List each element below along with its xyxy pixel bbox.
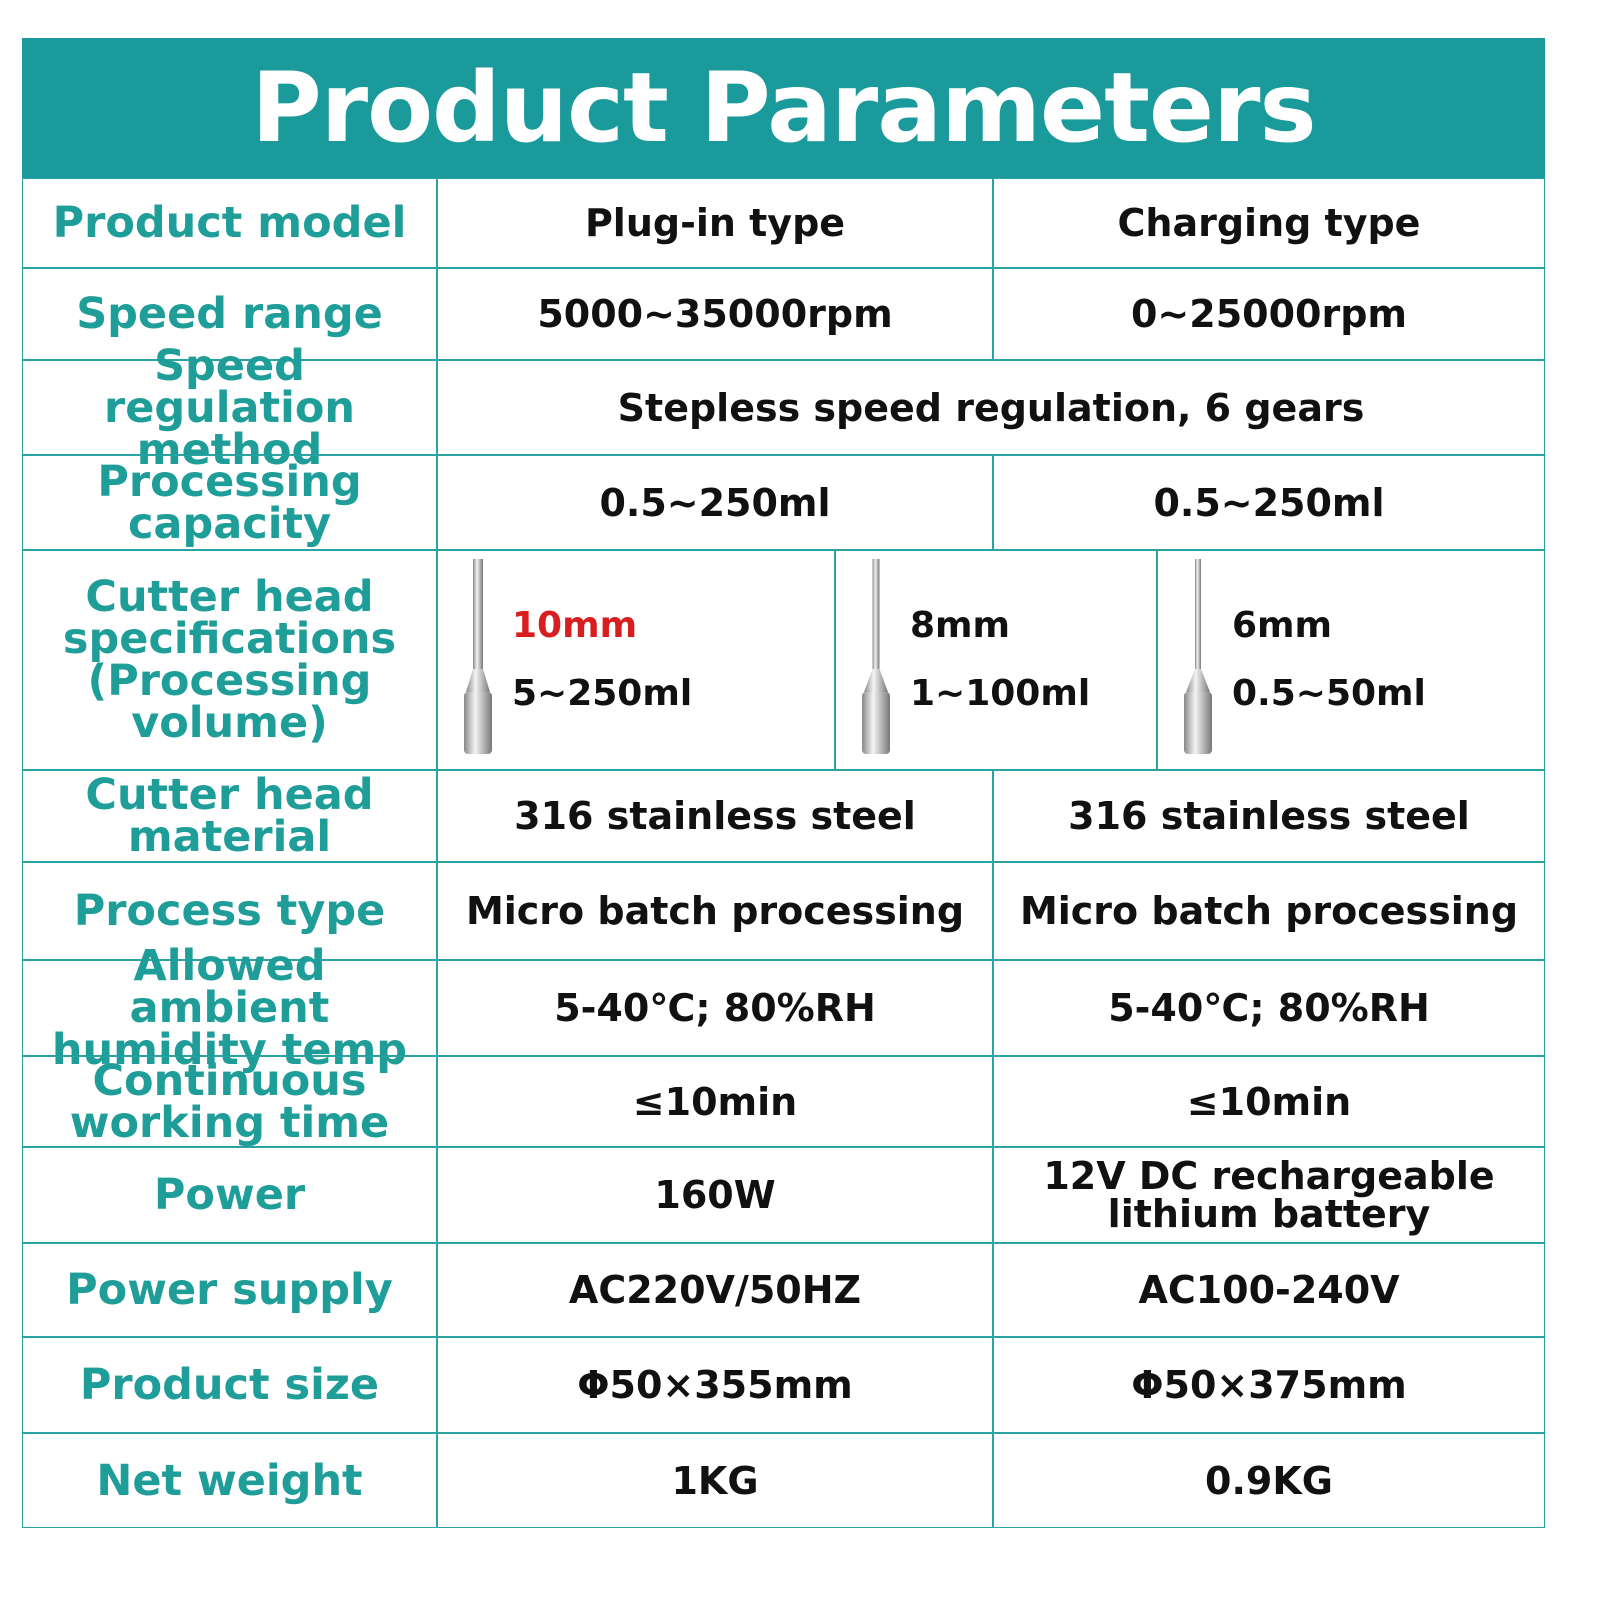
row-value: AC100-240V — [993, 1243, 1545, 1337]
row-label: Speed regulation method — [22, 344, 437, 471]
cutter-head-cell: 8mm 1~100ml — [835, 550, 1157, 770]
cutter-head-cell: 10mm 5~250ml — [437, 550, 835, 770]
head-text: 6mm 0.5~50ml — [1232, 607, 1426, 713]
probe — [1178, 557, 1218, 763]
head-size: 8mm — [910, 605, 1011, 646]
row-value: 0.5~250ml — [993, 455, 1545, 550]
row-value: 0~25000rpm — [993, 268, 1545, 360]
row-value: 0.5~250ml — [437, 455, 993, 550]
row-value: 5-40℃; 80%RH — [993, 960, 1545, 1056]
row-value: 316 stainless steel — [993, 770, 1545, 862]
row-value: Plug-in type — [437, 178, 993, 268]
head-volume: 1~100ml — [910, 673, 1091, 714]
probe-icon — [862, 559, 890, 754]
row-value: 160W — [437, 1147, 993, 1243]
title: Product Parameters — [22, 38, 1545, 178]
probe-icon — [464, 559, 492, 754]
row-value: Charging type — [993, 178, 1545, 268]
row-label: Product model — [22, 178, 437, 268]
row-value: AC220V/50HZ — [437, 1243, 993, 1337]
row-label: Cutter head material — [22, 770, 437, 862]
probe — [856, 557, 896, 763]
row-label: Product size — [22, 1337, 437, 1433]
row-label: Processing capacity — [22, 455, 437, 550]
row-label: Continuous working time — [22, 1056, 437, 1147]
row-label: Net weight — [22, 1433, 437, 1528]
row-label: Speed range — [22, 268, 437, 360]
row-value: 316 stainless steel — [437, 770, 993, 862]
head-size: 6mm — [1232, 605, 1333, 646]
row-label: Process type — [22, 862, 437, 960]
row-value: Micro batch processing — [993, 862, 1545, 960]
row-value: Φ50×375mm — [993, 1337, 1545, 1433]
row-label: Power supply — [22, 1243, 437, 1337]
row-label: Power — [22, 1147, 437, 1243]
row-value: 1KG — [437, 1433, 993, 1528]
row-value: ≤10min — [437, 1056, 993, 1147]
row-value: 12V DC rechargeable lithium battery — [993, 1147, 1545, 1243]
head-volume: 0.5~50ml — [1232, 673, 1426, 714]
row-value: 5-40℃; 80%RH — [437, 960, 993, 1056]
head-volume: 5~250ml — [512, 673, 693, 714]
row-label: Allowed ambient humidity temp — [22, 945, 437, 1072]
cutter-head-cell: 6mm 0.5~50ml — [1157, 550, 1545, 770]
head-size: 10mm — [512, 605, 638, 646]
row-label: Cutter head specifications (Processing v… — [22, 550, 437, 770]
head-text: 8mm 1~100ml — [910, 607, 1090, 713]
row-value: Stepless speed regulation, 6 gears — [437, 360, 1545, 455]
row-value: 0.9KG — [993, 1433, 1545, 1528]
row-value: 5000~35000rpm — [437, 268, 993, 360]
row-value: Micro batch processing — [437, 862, 993, 960]
row-value: Φ50×355mm — [437, 1337, 993, 1433]
head-text: 10mm 5~250ml — [512, 607, 692, 713]
probe-icon — [1184, 559, 1212, 754]
probe — [458, 557, 498, 763]
row-value: ≤10min — [993, 1056, 1545, 1147]
